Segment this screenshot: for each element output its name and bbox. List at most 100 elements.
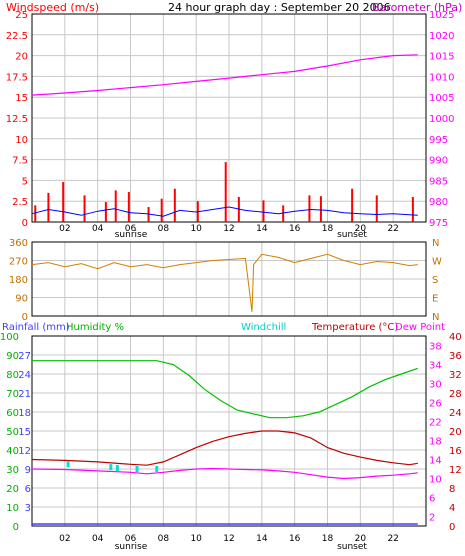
wind-average-line xyxy=(31,206,418,217)
windspeed-tick: 2.5 xyxy=(12,197,28,208)
panel1-left-ticks: 0 2.5 5 7.5 10 12.5 15 17.5 20 22.5 25 xyxy=(6,10,28,229)
temperature-tick: 32 xyxy=(449,370,462,381)
dewpoint-tick: 14 xyxy=(429,456,442,467)
dewpoint-line xyxy=(31,467,418,480)
barometer-tick: 975 xyxy=(429,218,448,229)
temperature-line xyxy=(31,430,418,466)
dewpoint-tick: 10 xyxy=(429,475,442,486)
panel3-frame xyxy=(31,335,427,527)
hour-tick: 10 xyxy=(190,224,202,234)
humidity-tick: 30 xyxy=(6,465,19,476)
dewpoint-tick: 18 xyxy=(429,437,442,448)
wind-direction-line xyxy=(31,253,418,312)
sunset-label: sunset xyxy=(337,230,367,240)
dewpoint-axis-label: Dew Point xyxy=(395,322,445,333)
temperature-tick: 0 xyxy=(449,522,455,533)
rainfall-tick: 18 xyxy=(18,408,31,419)
panel1-right-ticks: 975 980 985 990 995 1000 1005 1010 1015 1020 1025 xyxy=(429,10,454,229)
humidity-axis-label: Humidity % xyxy=(66,322,124,333)
sunset-label-2: sunset xyxy=(337,542,367,552)
hour-tick: 20 xyxy=(355,534,367,544)
windspeed-axis-label: Windspeed (m/s) xyxy=(6,1,99,14)
panel3-left-ticks: 0 10 20 30 40 50 60 70 80 90 100 3 6 9 12 15 18 21 24 27 xyxy=(0,332,31,533)
panel1-frame xyxy=(31,13,427,223)
hour-tick: 12 xyxy=(223,534,234,544)
rainfall-tick: 21 xyxy=(18,389,31,400)
windspeed-tick: 5 xyxy=(22,176,28,187)
degree-tick: 180 xyxy=(9,275,28,286)
temperature-tick: 20 xyxy=(449,427,462,438)
panel3-x-ticks: 02 04 06 08 10 12 14 16 18 20 22 xyxy=(59,534,399,544)
degree-tick: 360 xyxy=(9,238,28,249)
compass-label: N xyxy=(432,238,439,249)
dewpoint-tick: 34 xyxy=(429,361,442,372)
windchill-mark xyxy=(115,465,119,472)
barometer-axis-label: Barometer (hPa) xyxy=(372,1,462,14)
barometer-tick: 1000 xyxy=(429,114,454,125)
temperature-tick: 40 xyxy=(449,332,462,343)
hour-tick: 04 xyxy=(92,534,104,544)
windspeed-tick: 15 xyxy=(15,93,28,104)
hour-tick: 18 xyxy=(322,534,334,544)
humidity-tick: 80 xyxy=(6,370,19,381)
sunrise-label-2: sunrise xyxy=(115,542,148,552)
hour-tick: 06 xyxy=(125,534,137,544)
barometer-tick: 1020 xyxy=(429,31,454,42)
sunrise-label: sunrise xyxy=(115,230,148,240)
rainfall-tick: 12 xyxy=(18,446,31,457)
dewpoint-tick: 26 xyxy=(429,399,442,410)
windspeed-tick: 25 xyxy=(15,10,28,21)
chart-title: 24 hour graph day : September 20 2006 xyxy=(168,1,391,14)
hour-tick: 06 xyxy=(125,224,137,234)
degree-tick: 90 xyxy=(15,294,28,305)
dewpoint-tick: 22 xyxy=(429,418,442,429)
humidity-tick: 90 xyxy=(6,351,19,362)
barometer-tick: 1015 xyxy=(429,52,454,63)
temperature-tick: 16 xyxy=(449,446,462,457)
panel2-degree-ticks: 360 270 180 90 0 xyxy=(9,238,28,323)
windchill-mark xyxy=(66,461,70,468)
hour-tick: 14 xyxy=(256,534,268,544)
hour-tick: 20 xyxy=(355,224,367,234)
barometer-tick: 1025 xyxy=(429,10,454,21)
windchill-mark xyxy=(109,464,113,471)
panel2-frame xyxy=(31,241,427,317)
hour-tick: 02 xyxy=(59,224,70,234)
humidity-tick: 40 xyxy=(6,446,19,457)
hour-tick: 12 xyxy=(223,224,234,234)
rainfall-tick: 24 xyxy=(18,370,31,381)
windspeed-tick: 0 xyxy=(22,218,28,229)
dewpoint-tick: 38 xyxy=(429,342,442,353)
humidity-tick: 10 xyxy=(6,503,19,514)
temperature-tick: 8 xyxy=(449,484,455,495)
hour-tick: 16 xyxy=(289,224,301,234)
barometer-tick: 995 xyxy=(429,135,448,146)
compass-label: N xyxy=(432,312,439,323)
degree-tick: 0 xyxy=(22,312,28,323)
hour-tick: 14 xyxy=(256,224,268,234)
rainfall-tick: 9 xyxy=(25,465,31,476)
windspeed-tick: 7.5 xyxy=(12,156,28,167)
hour-tick: 22 xyxy=(387,534,398,544)
temperature-tick: 4 xyxy=(449,503,455,514)
temperature-tick: 36 xyxy=(449,351,462,362)
hour-tick: 04 xyxy=(92,224,104,234)
hour-tick: 02 xyxy=(59,534,70,544)
hour-tick: 10 xyxy=(190,534,202,544)
windspeed-tick: 20 xyxy=(15,52,28,63)
rainfall-tick: 6 xyxy=(25,484,31,495)
temperature-tick: 24 xyxy=(449,408,462,419)
humidity-tick: 0 xyxy=(13,522,19,533)
rainfall-tick: 15 xyxy=(18,427,31,438)
gust-bars xyxy=(34,162,414,222)
windspeed-tick: 17.5 xyxy=(6,72,28,83)
humidity-tick: 100 xyxy=(0,332,19,343)
degree-tick: 270 xyxy=(9,257,28,268)
hour-tick: 16 xyxy=(289,534,301,544)
humidity-line xyxy=(32,360,418,419)
windchill-axis-label: Windchill xyxy=(241,322,286,333)
